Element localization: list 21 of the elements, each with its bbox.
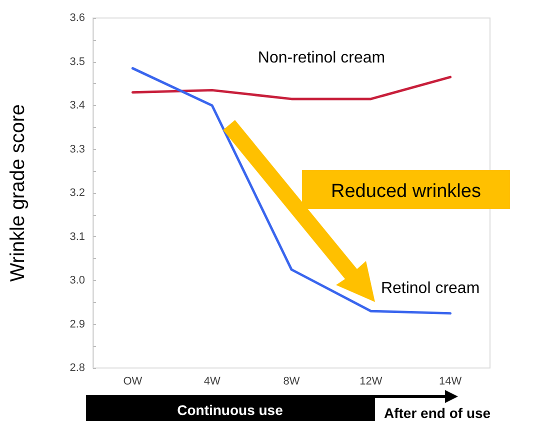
series-label: Non-retinol cream [258, 49, 386, 66]
x-tick-label: OW [123, 376, 143, 388]
x-tick-label: 8W [283, 376, 300, 388]
y-tick-label: 3.4 [70, 100, 85, 112]
y-tick-label: 3.2 [70, 187, 85, 199]
text: After end of use [384, 405, 491, 421]
y-tick-label: 2.8 [70, 362, 85, 374]
line-series [131, 76, 452, 100]
y-tick-label: 3.1 [70, 230, 85, 243]
series-label: Retinol cream [380, 280, 480, 297]
y-tick-label: 3.6 [70, 12, 85, 24]
x-tick-label: 4W [204, 376, 221, 388]
y-tick-label: 3.5 [70, 56, 85, 68]
y-tick-label: 2.9 [70, 318, 85, 330]
annotation: Reduced wrinkles [331, 181, 481, 202]
x-tick-label: 14W [438, 376, 462, 388]
y-tick-label: 3.3 [70, 143, 85, 156]
y-axis-title: Wrinkle grade score [7, 104, 29, 282]
x-tick-label: 12W [360, 376, 383, 388]
y-tick-label: 3.0 [70, 274, 85, 286]
text: Continuous use [177, 402, 284, 418]
